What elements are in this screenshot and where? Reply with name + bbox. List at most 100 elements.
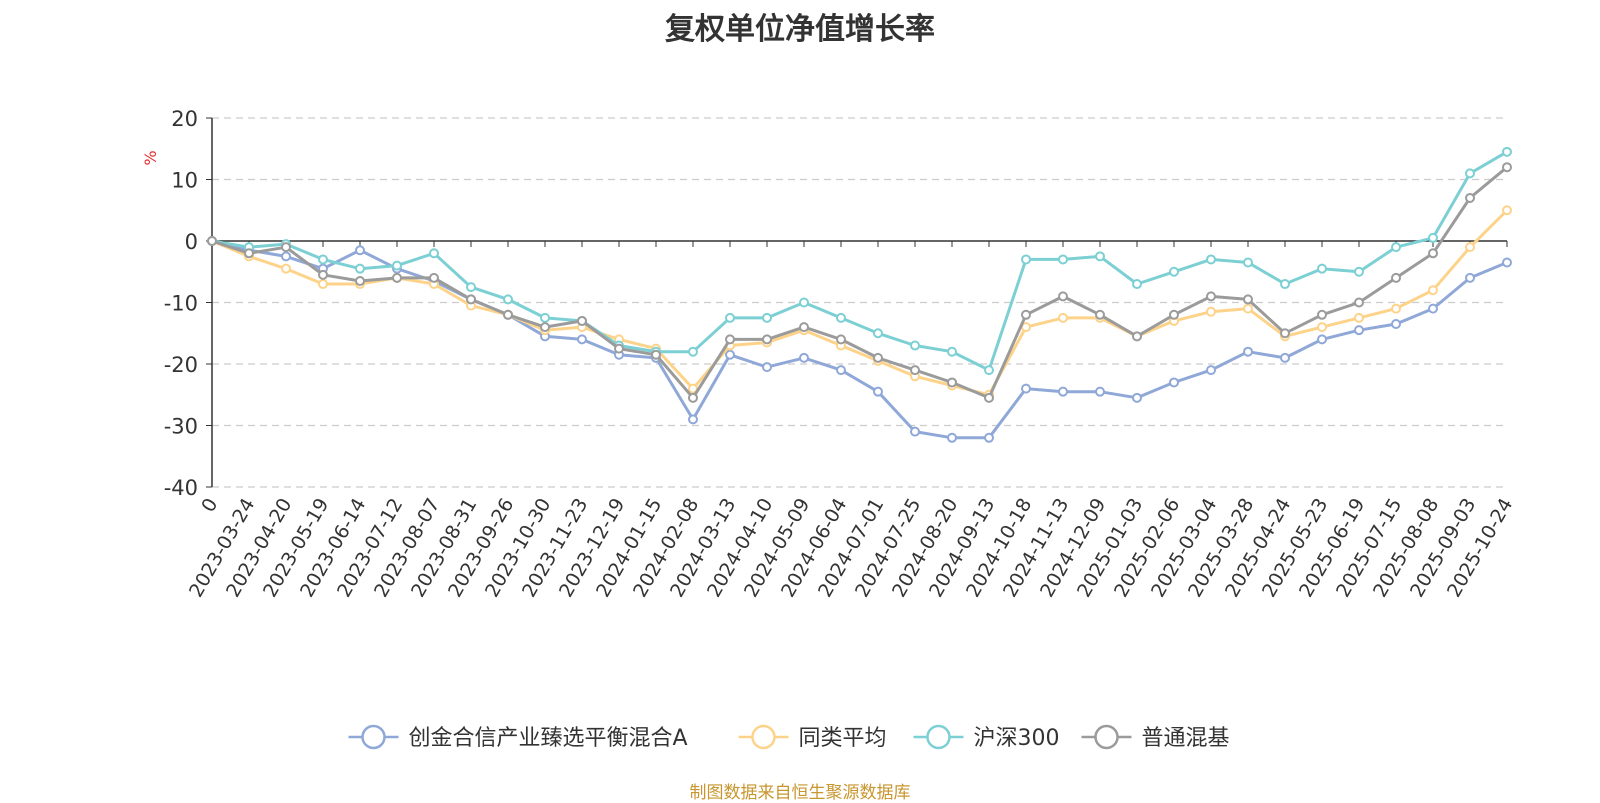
data-point	[1169, 309, 1179, 320]
data-point	[799, 322, 809, 333]
data-point	[1280, 328, 1290, 339]
legend-item-1[interactable]: 创金合信产业臻选平衡混合A	[348, 724, 688, 751]
chart-title: 复权单位净值增长率	[665, 12, 935, 47]
legend-marker	[1094, 724, 1119, 750]
data-point	[281, 263, 291, 274]
data-point	[688, 383, 698, 394]
data-point	[281, 242, 291, 253]
data-point	[318, 269, 328, 280]
data-point	[725, 349, 735, 360]
data-source-note: 制图数据来自恒生聚源数据库	[689, 783, 911, 803]
data-point	[540, 322, 550, 333]
data-point	[540, 312, 550, 323]
legend[interactable]: 创金合信产业臻选平衡混合A 同类平均 沪深300 普通混基	[348, 724, 1230, 751]
data-point	[873, 352, 883, 363]
y-axis-label: %	[141, 150, 160, 165]
data-point	[836, 334, 846, 345]
data-point	[1058, 291, 1068, 302]
data-point	[910, 365, 920, 376]
data-point	[355, 263, 365, 274]
data-point	[1317, 263, 1327, 274]
data-point	[984, 432, 994, 443]
data-point	[281, 251, 291, 262]
data-point	[1243, 257, 1253, 268]
data-point	[503, 294, 513, 305]
data-point	[651, 349, 661, 360]
data-point	[688, 346, 698, 357]
data-point	[799, 297, 809, 308]
legend-item-4[interactable]: 普通混基	[1081, 724, 1230, 751]
data-point	[1206, 306, 1216, 317]
data-point	[1391, 272, 1401, 283]
data-point	[1169, 377, 1179, 388]
data-point	[355, 245, 365, 256]
y-tick-label: -30	[164, 415, 198, 439]
data-point	[725, 312, 735, 323]
data-point	[577, 334, 587, 345]
data-point	[1465, 272, 1475, 283]
data-point	[1465, 242, 1475, 253]
x-tick-label: 0	[197, 495, 222, 516]
series-line-2	[211, 209, 1509, 397]
data-point	[1132, 331, 1142, 342]
legend-label: 同类平均	[799, 726, 887, 751]
data-point	[799, 352, 809, 363]
data-point	[466, 294, 476, 305]
data-point	[1317, 309, 1327, 320]
data-point	[910, 340, 920, 351]
data-point	[1354, 297, 1364, 308]
data-point	[984, 365, 994, 376]
data-point	[1021, 383, 1031, 394]
legend-marker	[926, 724, 951, 750]
data-point	[725, 334, 735, 345]
data-point	[1465, 192, 1475, 203]
data-point	[1502, 162, 1512, 173]
data-point	[1169, 266, 1179, 277]
data-point	[1391, 319, 1401, 330]
data-point	[1428, 303, 1438, 314]
legend-item-2[interactable]: 同类平均	[738, 724, 887, 751]
data-point	[1391, 242, 1401, 253]
series-line-4	[211, 166, 1508, 400]
data-point	[836, 312, 846, 323]
series-lines	[207, 146, 1512, 443]
data-point	[1095, 309, 1105, 320]
data-point	[1058, 386, 1068, 397]
data-point	[244, 248, 254, 259]
data-point	[1428, 232, 1438, 243]
axes: 20100-10-20-30-40%02023-03-242023-04-202…	[141, 107, 1517, 601]
data-point	[1428, 285, 1438, 296]
data-point	[429, 272, 439, 283]
data-point	[466, 282, 476, 293]
data-point	[1058, 254, 1068, 265]
data-point	[1021, 309, 1031, 320]
data-point	[1243, 346, 1253, 357]
data-point	[503, 309, 513, 320]
data-point	[1317, 334, 1327, 345]
data-point	[1502, 257, 1512, 268]
data-point	[1354, 266, 1364, 277]
data-point	[910, 426, 920, 437]
data-point	[355, 275, 365, 286]
data-point	[836, 365, 846, 376]
data-point	[947, 432, 957, 443]
y-tick-label: 0	[185, 230, 198, 254]
data-point	[688, 414, 698, 425]
series-line-1	[211, 239, 1508, 440]
legend-label: 创金合信产业臻选平衡混合A	[409, 726, 688, 751]
legend-item-3[interactable]: 沪深300	[913, 724, 1060, 751]
data-point	[762, 362, 772, 373]
y-tick-label: -20	[164, 353, 198, 377]
data-point	[762, 312, 772, 323]
data-point	[1428, 248, 1438, 259]
data-point	[762, 334, 772, 345]
legend-marker	[751, 724, 776, 750]
data-point	[984, 392, 994, 403]
data-point	[1465, 168, 1475, 179]
data-point	[1354, 312, 1364, 323]
data-point	[1317, 322, 1327, 333]
data-point	[392, 272, 402, 283]
data-point	[577, 315, 587, 326]
y-tick-label: -40	[164, 476, 198, 500]
